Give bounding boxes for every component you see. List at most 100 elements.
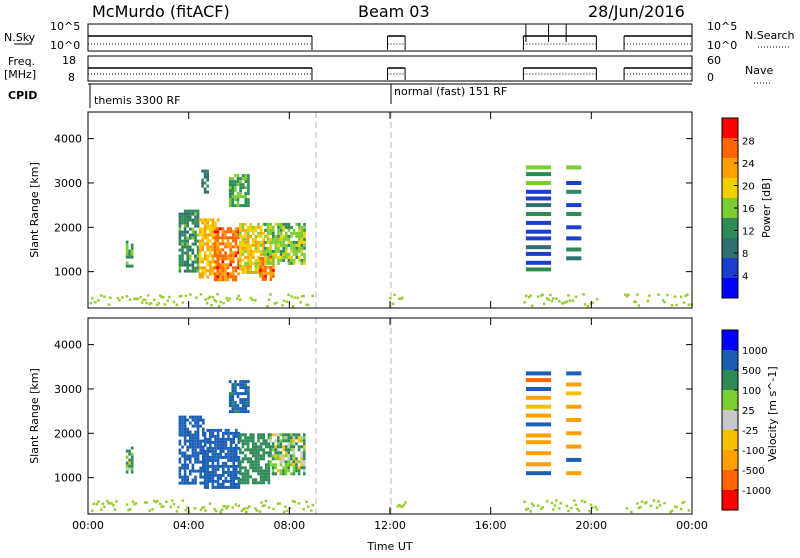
- data-cell: [191, 248, 195, 252]
- colorbar-segment: [722, 330, 738, 350]
- ground-scatter-point: [125, 503, 129, 506]
- ground-scatter-point: [675, 505, 678, 509]
- data-cell: [246, 231, 250, 235]
- data-cell: [209, 227, 212, 231]
- data-cell: [274, 234, 278, 238]
- ground-scatter-point: [213, 507, 216, 511]
- data-cell: [271, 463, 275, 467]
- ground-scatter-point: [142, 298, 145, 301]
- data-cell: [257, 454, 260, 458]
- ground-scatter-point: [145, 501, 148, 504]
- data-cell: [178, 472, 182, 476]
- data-cell: [211, 473, 215, 477]
- data-cell: [191, 442, 195, 446]
- data-stripe: [566, 225, 582, 230]
- data-cell: [259, 265, 262, 269]
- data-cell: [246, 457, 250, 461]
- ground-scatter-point: [172, 502, 176, 506]
- data-cell: [194, 254, 197, 258]
- ground-scatter-point: [565, 300, 569, 303]
- data-cell: [206, 485, 209, 489]
- data-cell: [216, 431, 220, 435]
- data-cell: [128, 467, 131, 471]
- data-cell: [254, 448, 258, 452]
- data-cell: [249, 255, 252, 259]
- data-cell: [239, 407, 242, 411]
- data-cell: [196, 430, 200, 434]
- data-cell: [234, 189, 237, 193]
- data-cell: [232, 257, 235, 261]
- data-cell: [219, 446, 222, 450]
- data-stripe: [525, 404, 552, 409]
- data-cell: [262, 252, 265, 256]
- data-cell: [247, 174, 250, 178]
- data-cell: [264, 252, 267, 256]
- data-cell: [229, 275, 232, 279]
- data-cell: [198, 239, 202, 243]
- data-cell: [241, 472, 245, 476]
- data-cell: [249, 475, 252, 479]
- ground-scatter-point: [181, 301, 185, 304]
- data-cell: [237, 431, 241, 435]
- data-cell: [216, 458, 220, 462]
- data-cell: [246, 252, 250, 256]
- data-cell: [224, 464, 228, 468]
- ground-scatter-point: [530, 304, 534, 308]
- data-cell: [303, 466, 306, 470]
- data-cell: [206, 476, 209, 480]
- data-cell: [244, 249, 247, 253]
- data-cell: [234, 392, 237, 396]
- data-cell: [211, 485, 215, 489]
- data-cell: [219, 485, 222, 489]
- data-cell: [201, 248, 204, 252]
- data-cell: [219, 272, 222, 276]
- data-cell: [229, 242, 232, 246]
- data-cell: [222, 440, 225, 444]
- ground-scatter-point: [655, 506, 659, 509]
- ground-scatter-point: [288, 507, 292, 510]
- data-cell: [201, 269, 204, 273]
- ground-scatter-point: [113, 508, 117, 511]
- data-cell: [287, 445, 290, 449]
- data-cell: [249, 243, 252, 247]
- data-cell: [244, 410, 248, 414]
- data-cell: [198, 254, 202, 258]
- data-cell: [285, 255, 288, 259]
- data-cell: [277, 454, 280, 458]
- ground-scatter-point: [273, 302, 277, 305]
- data-stripe: [525, 462, 552, 467]
- data-cell: [219, 464, 222, 468]
- data-cell: [186, 445, 189, 449]
- data-cell: [298, 228, 301, 232]
- data-cell: [292, 231, 296, 235]
- data-cell: [183, 224, 187, 228]
- data-cell: [130, 467, 134, 471]
- data-cell: [298, 243, 301, 247]
- data-cell: [244, 383, 248, 387]
- data-cell: [191, 260, 195, 264]
- data-cell: [266, 265, 270, 269]
- ground-scatter-point: [282, 299, 286, 303]
- data-cell: [216, 236, 219, 240]
- data-cell: [211, 248, 215, 252]
- x-tick-label: 04:00: [173, 519, 205, 532]
- data-cell: [269, 463, 272, 467]
- data-cell: [206, 449, 209, 453]
- data-cell: [216, 227, 219, 231]
- data-cell: [228, 177, 232, 181]
- data-cell: [234, 269, 238, 273]
- data-cell: [279, 252, 283, 256]
- data-cell: [203, 218, 207, 222]
- data-cell: [285, 246, 288, 250]
- y-tick-label: 2000: [54, 427, 82, 440]
- data-stripe: [525, 245, 552, 250]
- data-cell: [295, 436, 298, 440]
- data-cell: [228, 180, 232, 184]
- ground-scatter-point: [284, 505, 287, 508]
- data-cell: [259, 442, 263, 446]
- data-cell: [178, 466, 182, 470]
- data-cell: [241, 195, 245, 199]
- ground-scatter-point: [189, 293, 192, 296]
- ground-scatter-point: [583, 303, 587, 306]
- data-cell: [265, 451, 268, 455]
